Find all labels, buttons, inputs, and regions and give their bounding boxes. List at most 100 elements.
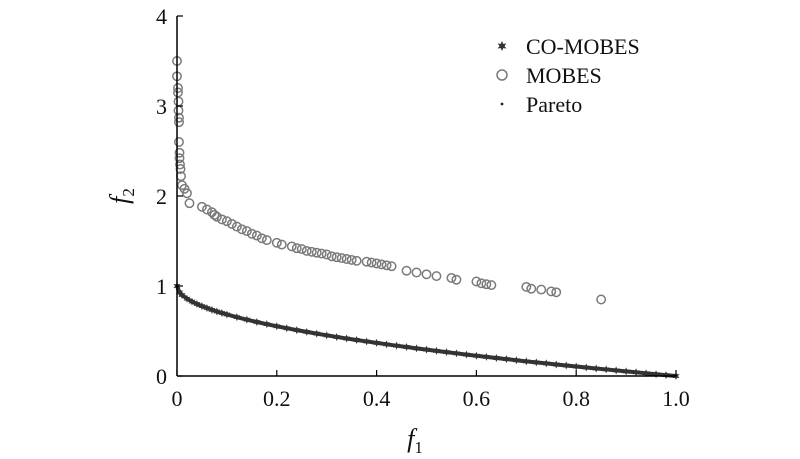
- co-mobes-point: [353, 336, 361, 344]
- mobes-point: [175, 159, 185, 170]
- mobes-point: [286, 241, 297, 252]
- co-mobes-point: [542, 359, 550, 368]
- co-mobes-point: [433, 346, 440, 355]
- mobes-point: [301, 245, 312, 256]
- x-tick-label: 0.8: [562, 386, 590, 411]
- mobes-point: [271, 237, 282, 248]
- mobes-point: [182, 188, 192, 199]
- co-mobes-point: [492, 354, 500, 362]
- x-axis-label: f1: [407, 424, 423, 457]
- co-mobes-point: [612, 366, 620, 375]
- axes: 0 0.2 0.4 0.6 0.8 1.0 0 1 2 3 4: [156, 4, 690, 411]
- mobes-point: [536, 284, 547, 295]
- mobes-point: [381, 260, 392, 271]
- co-mobes-point: [562, 361, 570, 370]
- co-mobes-point: [188, 297, 196, 306]
- co-mobes-point: [193, 300, 201, 308]
- mobes-point: [341, 254, 352, 264]
- co-mobes-point: [652, 370, 660, 379]
- mobes-point: [173, 96, 184, 107]
- mobes-point: [526, 283, 537, 294]
- mobes-point: [231, 221, 242, 232]
- co-mobes-point: [522, 357, 530, 366]
- legend-label: CO-MOBES: [526, 34, 640, 59]
- mobes-point: [346, 254, 357, 265]
- legend-co-mobes-marker: [497, 41, 507, 51]
- co-mobes-point: [223, 310, 231, 319]
- co-mobes-point: [198, 302, 206, 311]
- mobes-point: [326, 251, 337, 262]
- mobes-point: [306, 246, 317, 257]
- mobes-point: [174, 153, 185, 164]
- mobes-point: [481, 279, 492, 290]
- mobes-point: [174, 117, 184, 128]
- co-mobes-point: [233, 313, 241, 322]
- legend-mobes-marker: [496, 69, 508, 81]
- mobes-point: [256, 233, 267, 244]
- co-mobes-point: [582, 363, 590, 372]
- co-mobes-point: [213, 307, 221, 316]
- co-mobes-point: [632, 368, 640, 377]
- co-mobes-point: [218, 309, 226, 317]
- mobes-point: [476, 278, 487, 289]
- co-mobes-point: [283, 324, 291, 333]
- mobes-point: [361, 256, 372, 267]
- mobes-point: [371, 258, 382, 269]
- mobes-point: [421, 269, 432, 280]
- mobes-point: [451, 274, 462, 285]
- mobes-point: [226, 218, 237, 229]
- co-mobes-point: [373, 338, 381, 347]
- y-tick-label: 2: [156, 184, 167, 209]
- mobes-point: [174, 137, 184, 147]
- co-mobes-point: [176, 288, 183, 297]
- y-tick-label: 1: [156, 274, 167, 299]
- mobes-point: [386, 261, 397, 272]
- x-tick-label: 0.4: [363, 386, 391, 411]
- y-axis-label-main: f: [105, 193, 134, 204]
- co-mobes-point: [462, 350, 470, 359]
- mobes-point: [296, 244, 307, 255]
- co-mobes-point: [403, 343, 410, 352]
- mobes-point: [486, 280, 497, 291]
- co-mobes-point: [333, 332, 341, 341]
- mobes-point: [546, 286, 557, 297]
- co-mobes-point: [552, 360, 560, 369]
- x-axis-label-sub: 1: [414, 438, 423, 457]
- mobes-point: [276, 239, 287, 250]
- co-mobes-point: [293, 326, 301, 335]
- legend-label: Pareto: [526, 92, 582, 117]
- mobes-point: [291, 243, 302, 254]
- mobes-point: [521, 281, 532, 292]
- mobes-point: [184, 198, 195, 209]
- mobes-point: [201, 204, 212, 215]
- co-mobes-point: [343, 334, 351, 343]
- co-mobes-point: [423, 345, 430, 354]
- co-mobes-point: [303, 327, 311, 336]
- co-mobes-point: [273, 322, 281, 331]
- mobes-point: [471, 276, 482, 287]
- co-mobes-point: [472, 351, 480, 360]
- mobes-point: [366, 257, 377, 268]
- y-tick-label: 4: [156, 4, 167, 29]
- x-tick-label: 1.0: [662, 386, 690, 411]
- co-mobes-point: [452, 349, 460, 358]
- co-mobes-point: [662, 371, 670, 380]
- co-mobes-point: [313, 329, 321, 338]
- mobes-point: [216, 214, 227, 225]
- mobes-point: [174, 112, 184, 123]
- co-mobes-point: [532, 358, 540, 367]
- mobes-point: [596, 294, 607, 305]
- co-mobes-point: [363, 337, 371, 346]
- co-mobes-point: [642, 369, 650, 378]
- x-axis-label-main: f: [407, 424, 418, 453]
- mobes-point: [251, 230, 262, 241]
- mobes-point: [431, 271, 442, 282]
- co-mobes-point: [592, 364, 600, 373]
- mobes-point: [246, 228, 257, 239]
- legend: CO-MOBES MOBES Pareto: [496, 34, 640, 117]
- co-mobes-point: [323, 331, 331, 340]
- mobes-point: [221, 216, 232, 227]
- mobes-point: [321, 249, 332, 260]
- mobes-point: [174, 147, 185, 158]
- co-mobes-point: [502, 355, 510, 364]
